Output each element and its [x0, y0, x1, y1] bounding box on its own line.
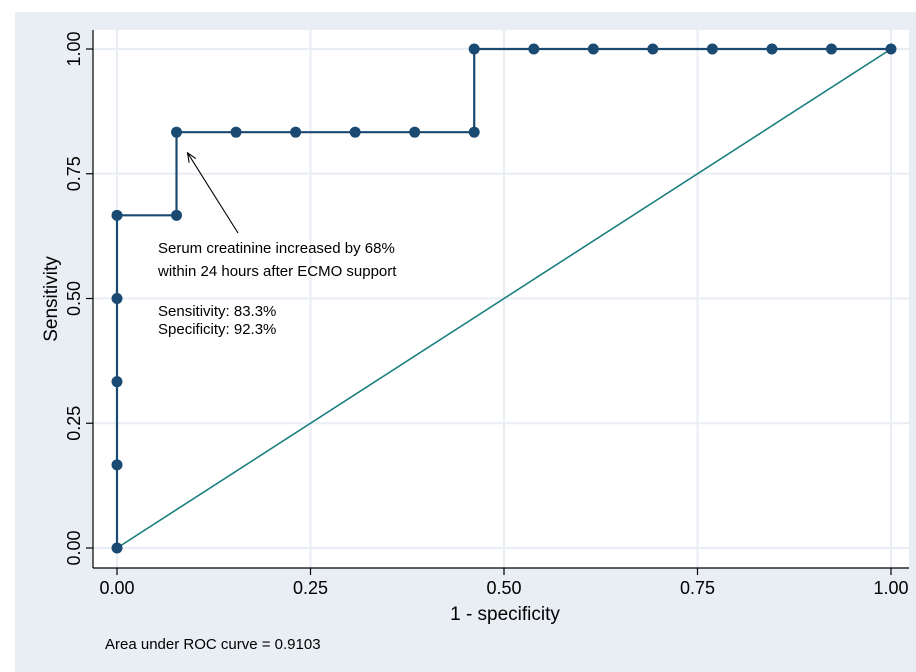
roc-point — [111, 376, 123, 388]
y-tick-label: 0.75 — [64, 156, 84, 191]
roc-point — [111, 293, 123, 304]
y-tick-label: 0.25 — [64, 406, 84, 441]
reference-diagonal-line — [116, 48, 892, 549]
roc-point — [528, 43, 540, 55]
grid-lines — [93, 30, 909, 568]
roc-point — [825, 43, 837, 55]
x-tick-label: 0.00 — [99, 578, 134, 598]
y-tick-label: 0.00 — [64, 530, 84, 565]
x-tick-label: 1.00 — [873, 578, 908, 598]
x-tick-label: 0.50 — [486, 578, 521, 598]
roc-curve-line — [115, 47, 891, 548]
roc-point — [587, 43, 599, 55]
annotation-arrow — [186, 151, 239, 234]
x-axis-ticks: 0.00 0.25 0.50 0.75 1.00 — [99, 568, 909, 598]
x-axis-label: 1 - specificity — [450, 604, 560, 625]
specificity-note: Specificity: 92.3% — [158, 321, 276, 338]
annotation-arrow-head — [186, 151, 197, 163]
roc-point — [468, 126, 480, 138]
roc-point — [766, 43, 778, 55]
y-tick-label: 1.00 — [64, 31, 84, 66]
roc-point — [647, 43, 659, 55]
annotation-line-2: within 24 hours after ECMO support — [157, 263, 397, 280]
sensitivity-note: Sensitivity: 83.3% — [158, 303, 276, 320]
annotation-arrow-shaft — [187, 152, 239, 234]
y-tick-label: 0.50 — [64, 281, 84, 316]
roc-point — [290, 126, 302, 138]
series-layer — [111, 43, 897, 554]
x-tick-label: 0.25 — [293, 578, 328, 598]
y-axis-ticks: 0.00 0.25 0.50 0.75 1.00 — [64, 31, 93, 566]
x-tick-label: 0.75 — [680, 578, 715, 598]
roc-point — [706, 43, 718, 55]
roc-point — [111, 459, 123, 471]
auc-footnote: Area under ROC curve = 0.9103 — [105, 636, 321, 653]
roc-point — [409, 126, 421, 138]
roc-point — [885, 43, 897, 55]
roc-point — [349, 126, 361, 138]
roc-point — [171, 209, 183, 221]
roc-point — [111, 542, 123, 554]
roc-point — [111, 209, 123, 221]
roc-point — [171, 126, 183, 138]
annotation-line-1: Serum creatinine increased by 68% — [158, 240, 395, 257]
roc-point — [468, 43, 480, 55]
y-axis-label: Sensitivity — [41, 256, 62, 342]
roc-point — [230, 126, 242, 138]
